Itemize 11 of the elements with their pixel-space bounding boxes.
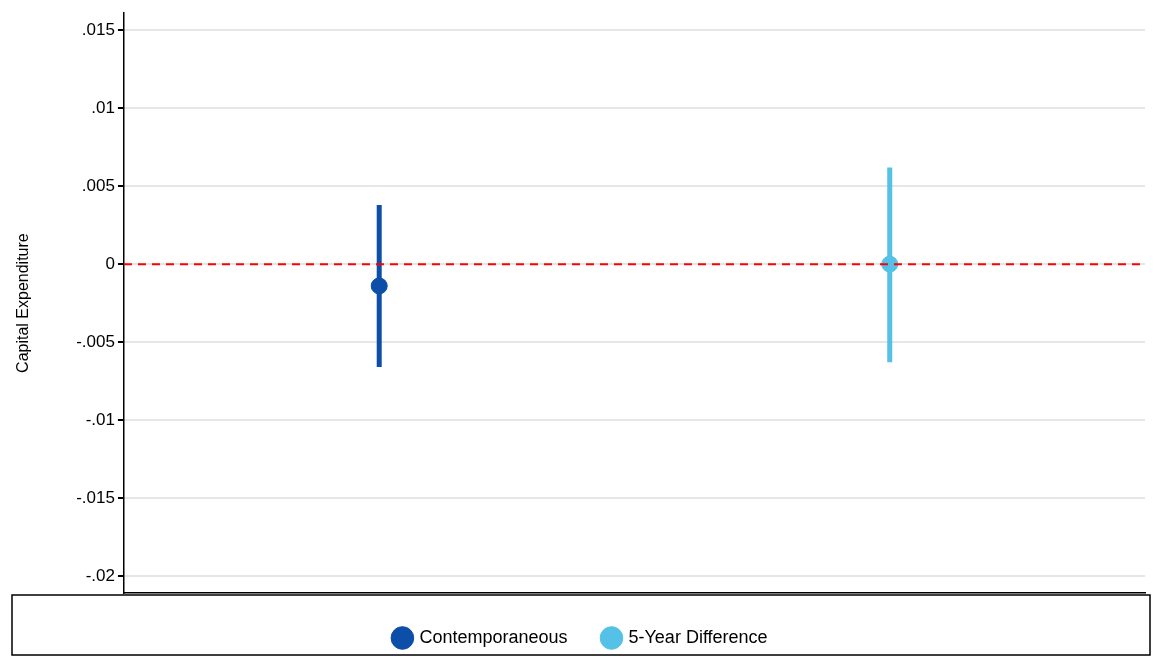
y-tick-label: 0 xyxy=(105,253,115,273)
legend-label: 5-Year Difference xyxy=(628,626,768,647)
y-tick-label: .01 xyxy=(91,97,115,117)
y-tick-label: -.01 xyxy=(85,409,115,429)
y-tick-label: -.005 xyxy=(76,331,115,351)
y-tick-label: -.02 xyxy=(85,565,115,585)
y-tick-label: .015 xyxy=(81,20,115,40)
y-tick-label: .005 xyxy=(81,175,115,195)
y-axis-title: Capital Expenditure xyxy=(14,233,32,373)
y-tick-label: -.015 xyxy=(76,487,115,507)
legend-label: Contemporaneous xyxy=(419,626,568,647)
